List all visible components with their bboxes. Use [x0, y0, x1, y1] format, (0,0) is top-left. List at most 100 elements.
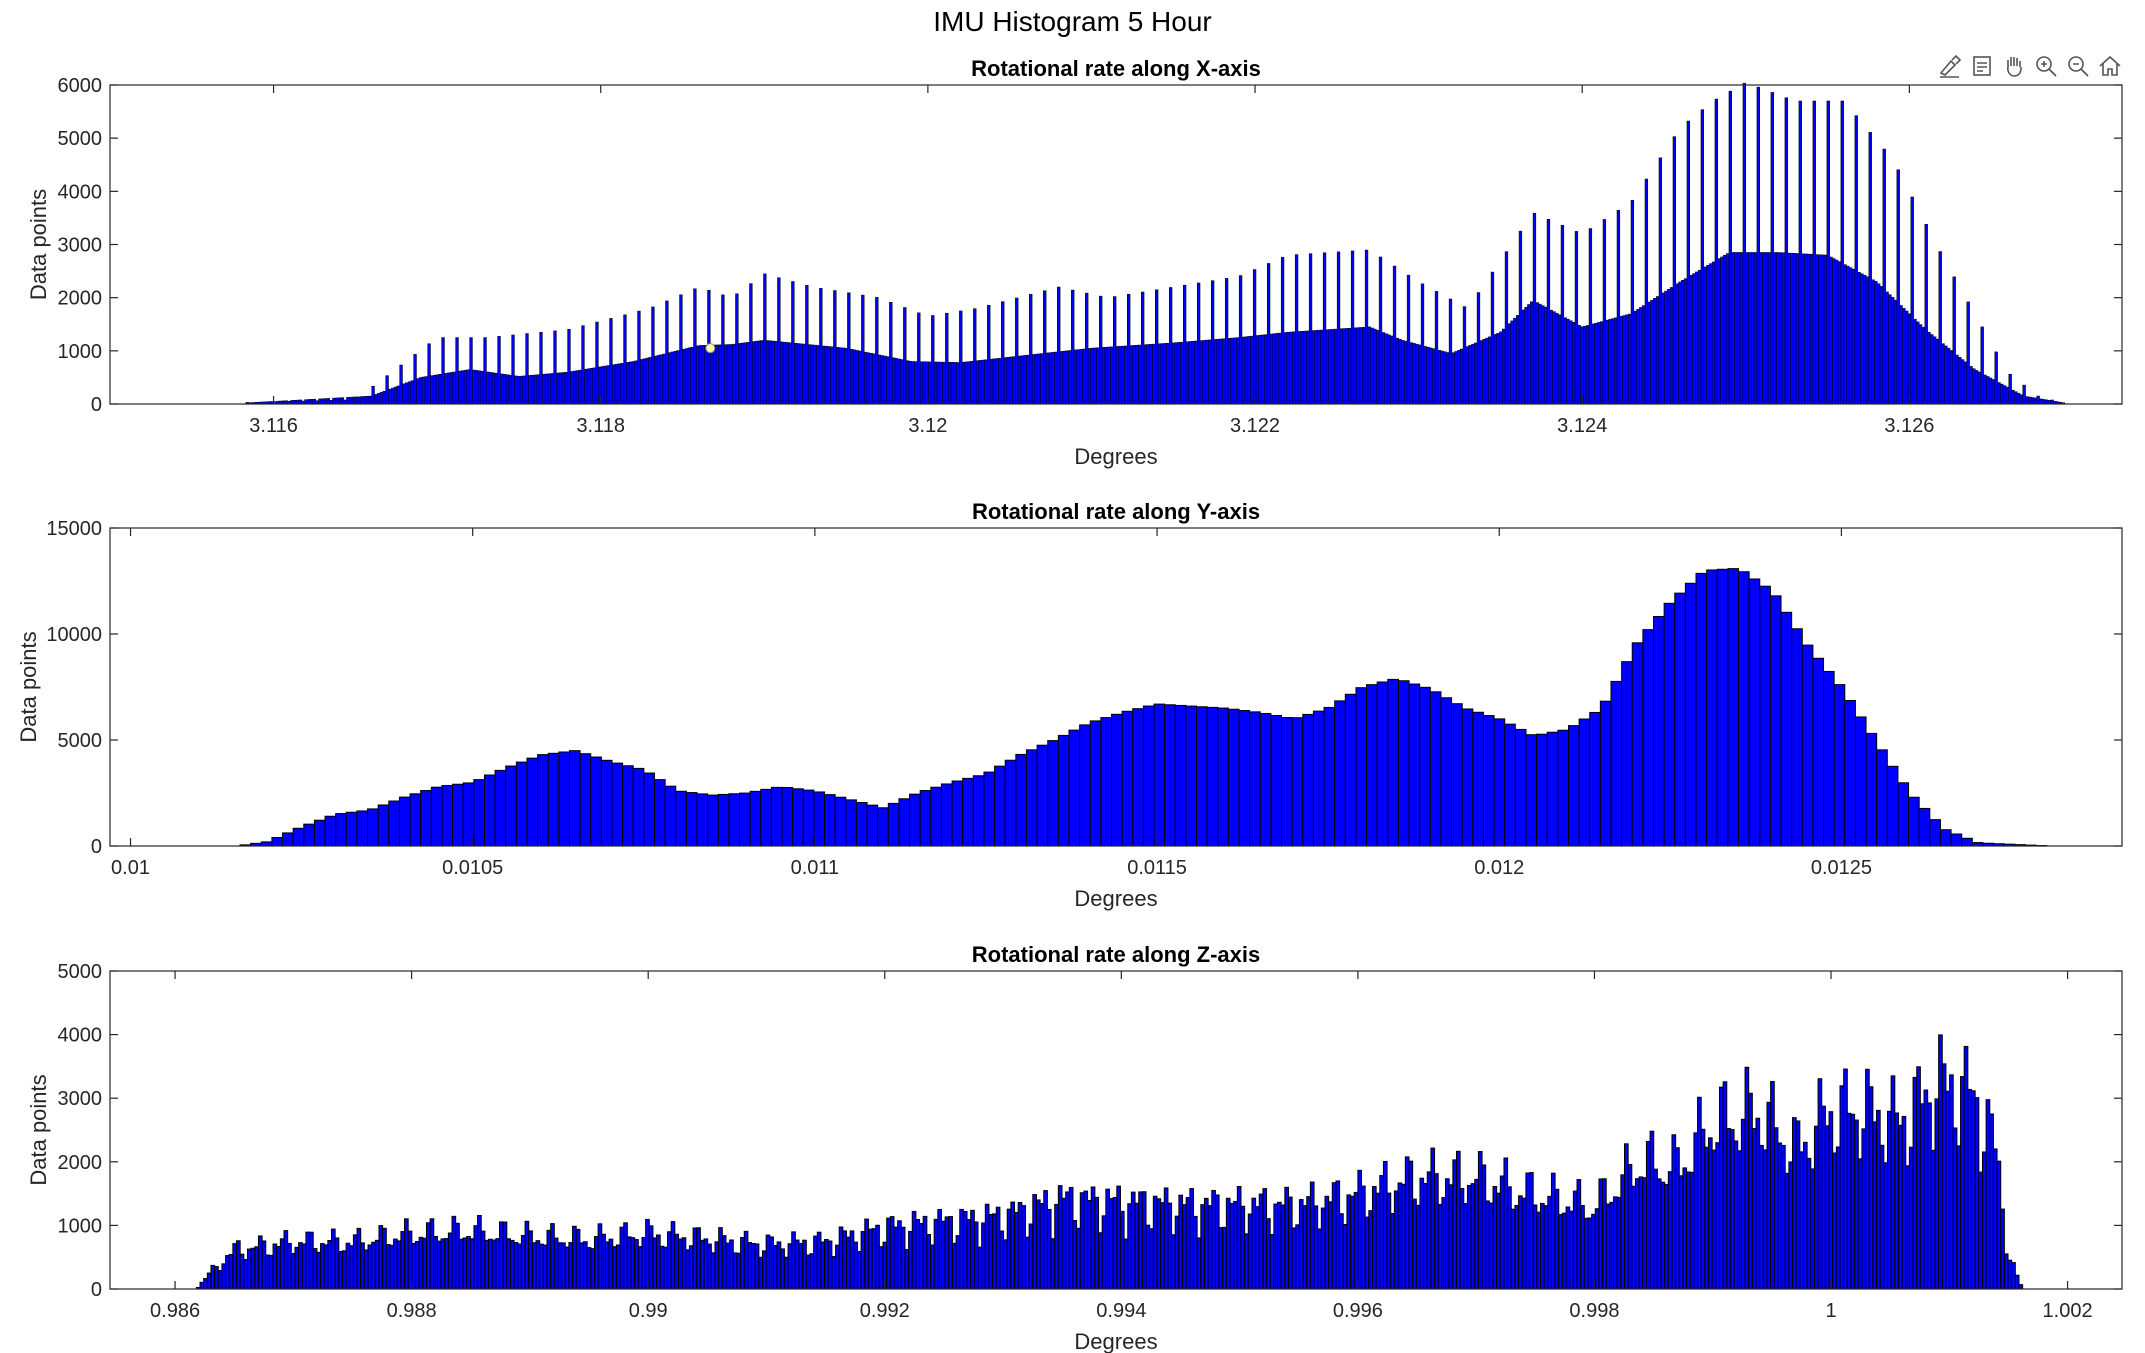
histogram-bar — [568, 1242, 574, 1290]
histogram-bar — [1828, 1111, 1834, 1290]
histogram-bar — [544, 373, 549, 405]
histogram-bar — [1121, 345, 1125, 405]
histogram-bar — [1613, 317, 1618, 405]
histogram-bar — [1342, 1223, 1348, 1290]
histogram-bar — [1759, 585, 1771, 847]
histogram-bar — [279, 1238, 285, 1290]
histogram-bar — [1309, 1181, 1315, 1290]
x-axis-label: Degrees — [1074, 444, 1157, 469]
histogram-bar — [586, 1247, 592, 1290]
histogram-bar — [593, 1236, 599, 1290]
histogram-bar — [214, 1266, 219, 1290]
histogram-bar — [1742, 82, 1746, 405]
histogram-bar — [1451, 352, 1455, 405]
pan-button[interactable] — [1999, 50, 2029, 82]
histogram-bar — [798, 1242, 804, 1290]
histogram-bar — [2019, 394, 2024, 405]
histogram-bar — [743, 1230, 749, 1290]
histogram-bar — [1839, 1085, 1845, 1290]
histogram-bar — [1496, 332, 1500, 405]
zoom-out-button[interactable] — [2063, 50, 2093, 82]
histogram-bar — [1835, 259, 1839, 405]
histogram-bar — [1331, 1182, 1337, 1290]
histogram-bar — [774, 341, 778, 405]
histogram-bar — [758, 1256, 763, 1290]
histogram-bar — [1510, 320, 1514, 405]
histogram-bar — [1731, 252, 1735, 405]
histogram-bar — [1791, 628, 1803, 847]
histogram-bar — [1051, 352, 1055, 405]
histogram-bar — [1379, 1175, 1384, 1290]
brush-button[interactable] — [1935, 50, 1965, 82]
histogram-bar — [393, 1238, 398, 1290]
histogram-bar — [1874, 281, 1878, 405]
histogram-bar — [1733, 1140, 1739, 1290]
histogram-bar — [547, 752, 560, 847]
histogram-bar — [1751, 1127, 1757, 1290]
histogram-bar — [2011, 389, 2015, 405]
histogram-bar — [1784, 1172, 1790, 1290]
histogram-bar — [1755, 1117, 1761, 1290]
histogram-bar — [1036, 744, 1049, 847]
histogram-bar — [1597, 322, 1601, 405]
histogram-bar — [1572, 1190, 1578, 1290]
histogram-bar — [887, 802, 900, 847]
histogram-bar — [883, 355, 887, 405]
zoom-in-button[interactable] — [2031, 50, 2061, 82]
histogram-bar — [1893, 299, 1898, 405]
histogram-bar — [617, 363, 622, 405]
histogram-bar — [1357, 1169, 1363, 1290]
histogram-bar — [1132, 345, 1136, 405]
histogram-bar — [833, 290, 837, 405]
histogram-bar — [922, 1215, 928, 1290]
histogram-bar — [451, 1215, 457, 1290]
subplot-title: Rotational rate along X-axis — [971, 56, 1261, 81]
y-tick-label: 0 — [91, 836, 102, 858]
histogram-bar — [1667, 1171, 1673, 1290]
histogram-bar — [572, 1225, 577, 1290]
histogram-bar — [1401, 340, 1405, 405]
x-tick-label: 0.99 — [629, 1300, 668, 1322]
data-tips-button[interactable] — [1967, 50, 1997, 82]
histogram-bar — [1967, 1088, 1972, 1290]
histogram-bar — [1205, 339, 1209, 405]
histogram-bar — [449, 372, 454, 405]
histogram-bar — [1196, 1237, 1202, 1290]
histogram-bar — [749, 790, 762, 847]
histogram-bar — [1879, 1144, 1885, 1290]
histogram-bar — [458, 1238, 464, 1290]
histogram-bar — [1888, 294, 1892, 405]
histogram-bar — [654, 355, 658, 405]
histogram-bar — [2018, 1284, 2024, 1290]
histogram-bar — [1980, 326, 1984, 405]
histogram-bar — [947, 362, 952, 405]
histogram-bar — [1633, 310, 1637, 405]
histogram-bar — [547, 373, 552, 405]
histogram-bar — [673, 351, 677, 405]
histogram-bar — [1381, 332, 1385, 405]
histogram-bar — [601, 1233, 606, 1290]
histogram-bar — [542, 1244, 548, 1290]
histogram-bar — [1919, 1103, 1925, 1290]
histogram-bar — [970, 361, 974, 405]
histogram-bar — [763, 273, 767, 405]
histogram-bar — [834, 796, 847, 847]
x-tick-label: 0.994 — [1096, 1300, 1146, 1322]
histogram-bar — [729, 1239, 734, 1290]
histogram-bar — [634, 360, 638, 405]
histogram-bar — [1941, 343, 1945, 405]
x-tick-label: 0.986 — [150, 1300, 200, 1322]
y-tick-label: 4000 — [58, 1025, 103, 1047]
histogram-bar — [1244, 1233, 1249, 1290]
histogram-bar — [656, 355, 661, 405]
histogram-bar — [1823, 254, 1828, 405]
histogram-bar — [1773, 252, 1777, 405]
home-button[interactable] — [2095, 50, 2125, 82]
histogram-bar — [630, 1237, 636, 1290]
histogram-bar — [505, 765, 517, 847]
data-tip-marker[interactable] — [705, 343, 716, 354]
histogram-bar — [441, 337, 445, 405]
histogram-bar — [728, 793, 741, 847]
histogram-bar — [1918, 807, 1931, 847]
histogram-bar — [1674, 592, 1686, 847]
